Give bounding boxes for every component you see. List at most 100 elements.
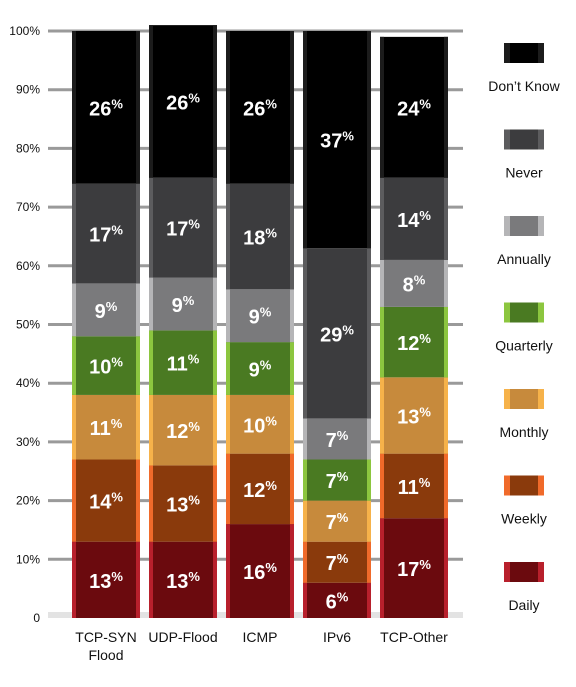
bar-segment-edge xyxy=(136,394,140,460)
bar-segment-quarterly xyxy=(303,459,371,501)
bar-segment-edge xyxy=(444,259,448,307)
data-label: 9% xyxy=(95,299,118,323)
bar-segment-edge xyxy=(367,418,371,460)
bar-segment-annually xyxy=(380,259,448,307)
data-label: 13% xyxy=(166,569,200,593)
bar-segment-edge xyxy=(226,183,230,290)
bar-segment-edge xyxy=(444,518,448,618)
data-label: 14% xyxy=(397,208,431,232)
legend-label: Weekly xyxy=(501,511,547,527)
data-label: 10% xyxy=(243,413,277,437)
data-label: 11% xyxy=(90,416,123,440)
bar-segment-edge xyxy=(213,541,217,618)
data-label: 14% xyxy=(89,490,123,514)
bar-segment-weekly xyxy=(303,541,371,583)
bar-segment-quarterly xyxy=(380,306,448,378)
bar-segment-edge xyxy=(444,36,448,178)
data-label: 37% xyxy=(320,129,354,153)
bar-segment-daily xyxy=(149,541,217,618)
data-label: 26% xyxy=(166,90,200,114)
bar-segment-edge xyxy=(303,500,307,542)
bar-segment-edge xyxy=(290,289,294,343)
bar-segment-edge xyxy=(303,582,307,618)
bar-segment-quarterly xyxy=(72,336,140,395)
bar-segment-edge xyxy=(290,524,294,618)
bar-segment-edge xyxy=(380,377,384,454)
bar-segment-edge xyxy=(149,25,153,178)
data-label: 13% xyxy=(397,404,431,428)
bar-segment-monthly xyxy=(72,394,140,460)
bar-segment-edge xyxy=(290,453,294,525)
bar-segment-edge xyxy=(72,394,76,460)
legend-swatch-core xyxy=(510,129,538,150)
bar-segment-edge xyxy=(72,336,76,395)
data-label: 6% xyxy=(326,589,349,613)
bar-segment-edge xyxy=(290,31,294,184)
bar-segment-never xyxy=(303,248,371,419)
data-label: 7% xyxy=(326,469,349,493)
y-tick-label: 100% xyxy=(9,24,40,38)
bar-segment-edge xyxy=(136,336,140,395)
bar-segment-edge xyxy=(303,418,307,460)
bar-segment-edge xyxy=(136,31,140,184)
legend-swatch-core xyxy=(510,562,538,582)
legend-swatch-core xyxy=(510,389,538,409)
bar-segment-annually xyxy=(72,283,140,337)
bar-segment-edge xyxy=(367,582,371,618)
bar-segment-edge xyxy=(72,283,76,337)
bar-segment-weekly xyxy=(380,453,448,519)
bar-segment-monthly xyxy=(149,394,217,466)
y-tick-label: 20% xyxy=(16,494,40,508)
data-label: 18% xyxy=(243,225,277,249)
bar-segment-never xyxy=(226,183,294,290)
bar-segment-edge xyxy=(226,31,230,184)
legend-label: Never xyxy=(505,165,543,181)
bar-segment-monthly xyxy=(303,500,371,542)
bar-segment-edge xyxy=(72,459,76,542)
data-label: 7% xyxy=(326,510,349,534)
bar-segment-edge xyxy=(213,394,217,466)
bar-segment-edge xyxy=(367,500,371,542)
bar-segment-edge xyxy=(367,31,371,249)
bar-segment-weekly xyxy=(149,465,217,542)
bar-segment-edge xyxy=(226,453,230,525)
bar-segment-edge xyxy=(149,541,153,618)
data-label: 26% xyxy=(89,96,123,120)
bar-segment-edge xyxy=(136,541,140,618)
legend-swatch-core xyxy=(510,43,538,63)
bar-segment-edge xyxy=(444,453,448,519)
bar-segment-weekly xyxy=(72,459,140,542)
bar-segment-monthly xyxy=(380,377,448,454)
y-tick-label: 80% xyxy=(16,141,40,155)
x-tick-label: IPv6 xyxy=(323,629,351,645)
data-label: 10% xyxy=(89,355,123,379)
bar-segment-edge xyxy=(136,459,140,542)
bar-segment-daily xyxy=(380,518,448,618)
bar-segment-edge xyxy=(303,248,307,419)
bar-segment-edge xyxy=(303,459,307,501)
y-tick-label: 90% xyxy=(16,83,40,97)
data-label: 11% xyxy=(167,352,200,376)
bar-segment-edge xyxy=(303,31,307,249)
legend-label: Don’t Know xyxy=(488,78,560,94)
data-label: 9% xyxy=(249,305,272,329)
x-tick-label: UDP-Flood xyxy=(148,629,217,645)
y-tick-label: 0 xyxy=(33,611,40,625)
bar-segment-edge xyxy=(72,31,76,184)
data-label: 9% xyxy=(172,293,195,317)
bar-segment-edge xyxy=(226,289,230,343)
bar-segment-daily xyxy=(226,524,294,618)
y-tick-label: 10% xyxy=(16,552,40,566)
bar-segment-edge xyxy=(72,541,76,618)
data-label: 8% xyxy=(403,272,426,296)
bar-segment-edge xyxy=(367,541,371,583)
bar-segment-edge xyxy=(226,342,230,395)
x-tick-label: TCP-SYN Flood xyxy=(75,629,136,663)
bar-segment-edge xyxy=(380,453,384,519)
bar-segment-edge xyxy=(367,248,371,419)
data-label: 12% xyxy=(397,331,431,355)
legend-label: Annually xyxy=(497,251,551,267)
bar-segment-edge xyxy=(444,306,448,378)
data-label: 17% xyxy=(397,557,431,581)
legend-swatch-core xyxy=(510,475,538,496)
